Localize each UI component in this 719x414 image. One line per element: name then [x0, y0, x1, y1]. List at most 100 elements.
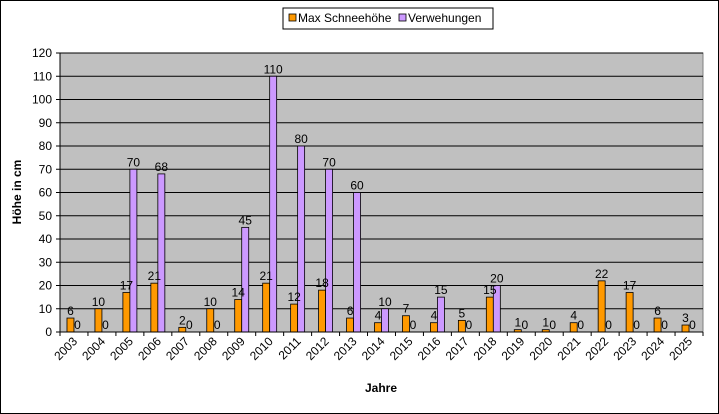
- data-label: 68: [155, 160, 169, 174]
- legend-label-max-schneehoehe: Max Schneehöhe: [298, 11, 392, 25]
- data-label: 70: [127, 155, 141, 169]
- data-label: 0: [214, 318, 221, 332]
- bar: [178, 326, 187, 333]
- y-tick-label: 50: [39, 209, 53, 223]
- bar: [325, 168, 333, 333]
- data-label: 20: [490, 272, 504, 286]
- bar: [262, 282, 271, 333]
- bar: [269, 75, 278, 333]
- bar: [129, 168, 138, 333]
- data-label: 6: [67, 304, 74, 318]
- bars: [66, 75, 690, 333]
- bar: [318, 289, 326, 333]
- y-tick-label: 70: [39, 162, 53, 176]
- data-label: 0: [689, 318, 696, 332]
- data-label: 60: [350, 179, 364, 193]
- bar: [374, 322, 382, 333]
- data-label: 10: [92, 295, 106, 309]
- x-axis-title: Jahre: [365, 381, 397, 395]
- bar: [681, 324, 690, 333]
- y-tick-label: 120: [32, 46, 52, 60]
- data-label: 0: [577, 318, 584, 332]
- y-tick-label: 100: [32, 93, 52, 107]
- data-label: 0: [186, 318, 193, 332]
- data-label: 0: [466, 318, 473, 332]
- data-label: 45: [239, 213, 253, 227]
- data-label: 15: [434, 283, 448, 297]
- bar: [234, 299, 243, 333]
- y-tick-label: 20: [39, 279, 53, 293]
- data-label: 17: [120, 278, 134, 292]
- data-label: 5: [459, 306, 466, 320]
- legend-swatch-max-schneehoehe: [288, 13, 297, 22]
- data-label: 4: [375, 309, 382, 323]
- bar: [625, 292, 634, 333]
- data-label: 2: [179, 313, 186, 327]
- y-tick-label: 10: [39, 302, 53, 316]
- data-label: 21: [148, 269, 162, 283]
- bar: [94, 308, 103, 333]
- y-tick-label: 90: [39, 116, 53, 130]
- bar: [150, 282, 159, 333]
- data-label: 3: [682, 311, 689, 325]
- legend-swatch-verwehungen: [398, 13, 407, 22]
- bar: [122, 292, 131, 333]
- bar: [353, 192, 361, 333]
- bar: [66, 317, 75, 333]
- bar: [485, 296, 494, 333]
- data-label: 4: [570, 309, 577, 323]
- bar: [457, 319, 466, 333]
- data-label: 10: [204, 295, 218, 309]
- data-label: 0: [605, 318, 612, 332]
- data-label: 1: [514, 316, 521, 330]
- data-label: 10: [378, 295, 392, 309]
- y-tick-label: 40: [39, 232, 53, 246]
- data-label: 0: [633, 318, 640, 332]
- data-label: 12: [287, 290, 301, 304]
- data-label: 4: [431, 309, 438, 323]
- y-tick-label: 30: [39, 255, 53, 269]
- y-tick-label: 60: [39, 186, 53, 200]
- y-tick-label: 110: [33, 69, 52, 83]
- legend-box: [282, 7, 494, 30]
- data-label: 80: [294, 132, 308, 146]
- bar: [597, 280, 606, 333]
- data-label: 22: [595, 267, 609, 281]
- y-axis-title: Höhe in cm: [10, 160, 24, 225]
- bar: [346, 317, 354, 333]
- y-tick-labels: 0 10 20 30 40 50 60 70 80 90 100 110 120: [32, 46, 52, 339]
- data-label: 17: [623, 278, 637, 292]
- bar: [430, 322, 438, 333]
- data-label: 18: [315, 276, 329, 290]
- y-tick-label: 80: [39, 139, 53, 153]
- bar: [157, 173, 166, 333]
- legend: Max Schneehöhe Verwehungen: [282, 7, 494, 30]
- bar: [381, 308, 389, 333]
- data-label: 0: [410, 318, 417, 332]
- gridlines: [56, 52, 703, 333]
- bar: [290, 303, 299, 333]
- data-label: 110: [264, 62, 283, 76]
- data-label: 6: [347, 304, 354, 318]
- data-label: 0: [102, 318, 109, 332]
- axes: [59, 53, 704, 336]
- data-label: 0: [549, 318, 556, 332]
- data-label: 0: [661, 318, 668, 332]
- y-tick-label: 0: [45, 325, 52, 339]
- bar: [569, 322, 578, 333]
- data-label: 0: [74, 318, 81, 332]
- bar: [402, 315, 410, 333]
- bar: [437, 296, 445, 333]
- bar: [241, 226, 250, 333]
- bar: [653, 317, 662, 333]
- data-label: 0: [521, 318, 528, 332]
- data-label: 14: [232, 285, 246, 299]
- data-label: 1: [542, 316, 549, 330]
- data-label: 70: [322, 155, 336, 169]
- bar: [206, 308, 215, 333]
- data-label: 15: [483, 283, 497, 297]
- data-label: 21: [259, 269, 273, 283]
